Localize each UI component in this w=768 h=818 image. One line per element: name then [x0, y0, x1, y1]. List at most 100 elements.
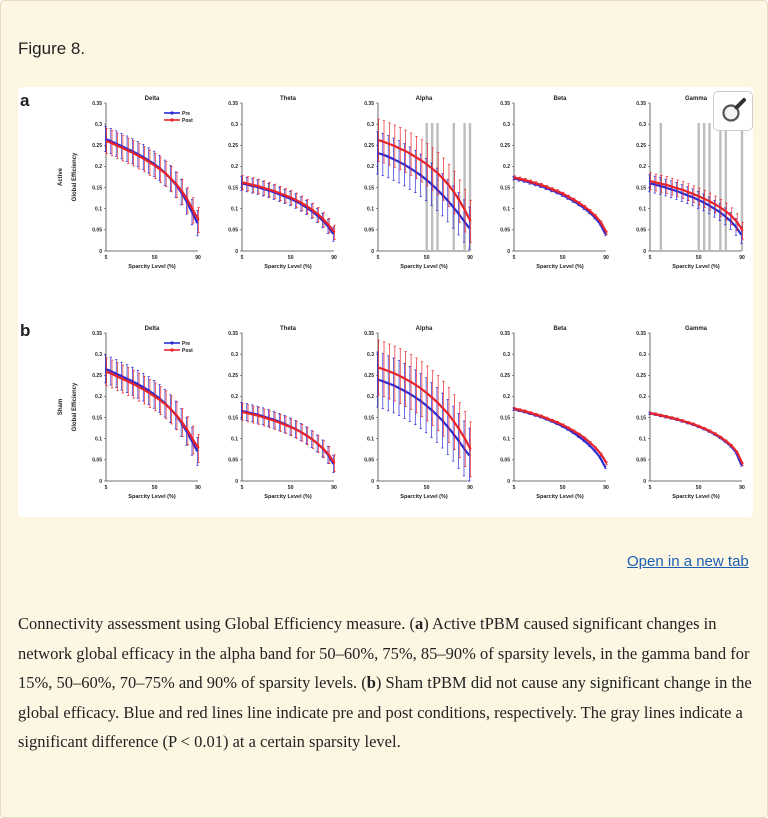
y-tick-label: 0.25: [636, 143, 646, 149]
y-tick-label: 0: [643, 249, 646, 255]
band-title: Beta: [553, 96, 567, 102]
x-tick-label: 5: [377, 485, 380, 491]
y-tick-label: 0.35: [364, 331, 374, 337]
magnifier-icon[interactable]: [713, 91, 753, 131]
x-axis-label: Sparcity Level (%): [264, 264, 312, 270]
x-tick-label: 50: [696, 255, 702, 261]
x-tick-label: 90: [467, 485, 473, 491]
significance-line: [708, 123, 711, 251]
y-tick-label: 0.2: [231, 394, 238, 400]
significance-line: [740, 123, 744, 251]
y-tick-label: 0.2: [503, 394, 510, 400]
y-tick-label: 0: [235, 249, 238, 255]
x-tick-label: 90: [195, 255, 201, 261]
y-tick-label: 0.1: [95, 437, 102, 443]
pre-series-line: [513, 177, 607, 235]
y-axis-label: Global Efficiency: [72, 152, 78, 201]
y-tick-label: 0.25: [228, 143, 238, 149]
band-title: Delta: [145, 96, 160, 102]
x-axis-label: Sparcity Level (%): [128, 264, 176, 270]
x-axis-label: Sparcity Level (%): [400, 264, 448, 270]
y-tick-label: 0.25: [364, 373, 374, 379]
x-tick-label: 90: [467, 255, 473, 261]
significance-line: [702, 123, 706, 251]
y-tick-label: 0.3: [231, 352, 238, 358]
band-title: Theta: [280, 96, 297, 102]
y-tick-label: 0.15: [92, 185, 102, 191]
y-tick-label: 0.05: [500, 458, 510, 464]
x-tick-label: 50: [560, 485, 566, 491]
post-series-line: [378, 366, 472, 450]
pre-series-line: [241, 409, 335, 465]
significance-line: [724, 123, 727, 251]
y-tick-label: 0.1: [367, 437, 374, 443]
significance-line: [436, 123, 439, 251]
y-tick-label: 0.05: [92, 228, 102, 234]
y-tick-label: 0.05: [364, 458, 374, 464]
caption-panel-a: a: [414, 614, 424, 633]
y-tick-label: 0: [99, 249, 102, 255]
y-tick-label: 0.25: [364, 143, 374, 149]
legend-label: Post: [182, 348, 193, 354]
x-axis-label: Sparcity Level (%): [400, 494, 448, 500]
band-title: Delta: [145, 326, 160, 332]
y-tick-label: 0.1: [231, 437, 238, 443]
y-tick-label: 0.3: [367, 122, 374, 128]
y-tick-label: 0: [371, 249, 374, 255]
x-tick-label: 5: [105, 485, 108, 491]
y-tick-label: 0.1: [503, 207, 510, 213]
x-tick-label: 5: [513, 255, 516, 261]
y-tick-label: 0.35: [500, 101, 510, 107]
post-series-line: [514, 176, 608, 234]
x-tick-label: 90: [195, 485, 201, 491]
x-tick-label: 5: [649, 485, 652, 491]
significance-line: [452, 123, 455, 251]
y-tick-label: 0.3: [95, 122, 102, 128]
significance-line: [425, 123, 428, 251]
y-tick-label: 0.25: [92, 373, 102, 379]
y-tick-label: 0.15: [228, 185, 238, 191]
band-title: Beta: [553, 326, 567, 332]
y-tick-label: 0.2: [95, 164, 102, 170]
x-axis-label: Sparcity Level (%): [672, 264, 720, 270]
y-tick-label: 0.25: [500, 373, 510, 379]
y-tick-label: 0.35: [364, 101, 374, 107]
pre-series-line: [104, 137, 199, 224]
y-axis-label: Global Efficiency: [72, 382, 78, 431]
y-tick-label: 0.3: [231, 122, 238, 128]
pre-series-line: [377, 151, 471, 229]
y-tick-label: 0.25: [636, 373, 646, 379]
y-tick-label: 0.15: [92, 415, 102, 421]
x-tick-label: 90: [331, 485, 337, 491]
y-tick-label: 0: [99, 479, 102, 485]
x-tick-label: 50: [424, 255, 430, 261]
row-label: Active: [58, 167, 64, 186]
significance-line: [468, 123, 472, 251]
legend-marker: [170, 348, 174, 352]
open-in-new-tab-link[interactable]: Open in a new tab: [627, 553, 749, 570]
y-tick-label: 0.2: [367, 164, 374, 170]
y-tick-label: 0: [371, 479, 374, 485]
y-tick-label: 0: [235, 479, 238, 485]
x-tick-label: 90: [739, 485, 745, 491]
figure-label: Figure 8.: [18, 39, 86, 58]
x-axis-label: Sparcity Level (%): [536, 264, 584, 270]
y-tick-label: 0.2: [367, 394, 374, 400]
y-tick-label: 0: [643, 479, 646, 485]
y-tick-label: 0.15: [228, 415, 238, 421]
figure-caption: Connectivity assessment using Global Eff…: [18, 609, 753, 757]
x-tick-label: 50: [424, 485, 430, 491]
y-tick-label: 0.1: [503, 437, 510, 443]
pre-series-line: [104, 367, 199, 452]
y-tick-label: 0.35: [500, 331, 510, 337]
y-tick-label: 0.35: [228, 101, 238, 107]
x-tick-label: 90: [739, 255, 745, 261]
band-title: Gamma: [685, 96, 708, 102]
x-tick-label: 5: [105, 255, 108, 261]
y-tick-label: 0.25: [92, 143, 102, 149]
legend-marker: [170, 111, 174, 115]
y-tick-label: 0.3: [639, 352, 646, 358]
y-tick-label: 0.05: [364, 228, 374, 234]
y-tick-label: 0.1: [95, 207, 102, 213]
